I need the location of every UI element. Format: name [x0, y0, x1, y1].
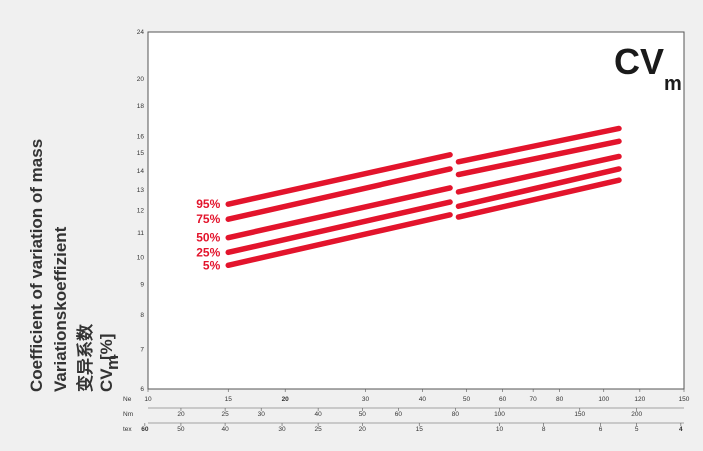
series-line: [225, 199, 453, 256]
x-tick-label: 25: [221, 411, 229, 418]
series-line: [455, 138, 622, 178]
x-tick-label: 15: [416, 426, 424, 433]
x-tick-label: 50: [359, 411, 367, 418]
x-tick-label: 80: [452, 411, 460, 418]
x-tick-label: 40: [315, 411, 323, 418]
y-label-line-1: Coefficient of variation of mass: [27, 139, 46, 392]
y-tick-label: 14: [137, 168, 145, 175]
x-tick-label: 5: [635, 426, 639, 433]
y-label-unit: [%]: [97, 334, 116, 360]
y-tick-label: 13: [137, 187, 145, 194]
x-scales: Ne 10 15 20 30 40 50 60 70 80 100 120 150 Nm 20 25 30 40 5…: [123, 388, 690, 433]
x-scale-name: tex: [123, 426, 132, 433]
x-tick-label: 8: [542, 426, 546, 433]
x-tick-label: 70: [530, 396, 538, 403]
x-tick-label: 50: [177, 426, 185, 433]
x-tick-label: 150: [679, 396, 690, 403]
chart-title: CV: [614, 41, 664, 82]
y-tick-labels: 6 7 8 9 10 11 12 13 14 15 16 18 20 24: [137, 29, 145, 393]
series-line: [225, 166, 453, 222]
y-label-cv: CV: [97, 368, 116, 392]
series-line: [455, 177, 622, 220]
y-label-line-3: 变异系数: [75, 323, 95, 392]
y-tick-label: 24: [137, 29, 145, 36]
x-tick-label: 60: [141, 426, 149, 433]
x-tick-label: 80: [556, 396, 564, 403]
y-tick-label: 8: [140, 312, 144, 319]
series-line: [455, 153, 622, 195]
y-tick-label: 11: [137, 230, 144, 237]
x-tick-label: 30: [362, 396, 370, 403]
series-line: [225, 212, 453, 269]
chart-title-subscript: m: [664, 73, 682, 95]
x-tick-label: 150: [574, 411, 585, 418]
x-tick-label: 60: [499, 396, 507, 403]
x-scale-name: Ne: [123, 396, 132, 403]
series-line: [225, 152, 453, 207]
y-tick-label: 9: [140, 282, 144, 289]
x-tick-label: 6: [599, 426, 603, 433]
y-tick-label: 16: [137, 133, 145, 140]
series-label: 75%: [196, 212, 220, 226]
series-label: 50%: [196, 231, 220, 245]
y-tick-label: 7: [140, 346, 144, 353]
x-scale-name: Nm: [123, 411, 133, 418]
series-label: 25%: [196, 245, 220, 259]
y-tick-label: 18: [137, 103, 145, 110]
y-tick-label: 6: [140, 386, 144, 393]
x-tick-label: 20: [177, 411, 185, 418]
y-tick-label: 12: [137, 208, 145, 215]
y-tick-label: 10: [137, 254, 145, 261]
series-line: [455, 125, 622, 165]
x-tick-label: 25: [315, 426, 323, 433]
y-tick-label: 20: [137, 76, 145, 83]
x-tick-label: 30: [278, 426, 286, 433]
x-tick-label: 30: [258, 411, 266, 418]
x-tick-label: 40: [221, 426, 229, 433]
x-tick-label: 4: [679, 426, 683, 433]
y-label-cv-subscript: m: [103, 355, 122, 370]
x-tick-label: 200: [631, 411, 642, 418]
x-tick-label: 20: [359, 426, 367, 433]
series-label: 5%: [203, 258, 221, 272]
x-tick-label: 120: [634, 396, 645, 403]
x-tick-label: 15: [225, 396, 233, 403]
series-line: [455, 166, 622, 209]
y-tick-label: 15: [137, 150, 145, 157]
series-label: 95%: [196, 197, 220, 211]
series: [225, 125, 622, 269]
x-tick-label: 60: [395, 411, 403, 418]
y-label-line-2: Variationskoeffizient: [51, 226, 70, 392]
x-tick-label: 10: [496, 426, 504, 433]
y-axis-label: Coefficient of variation of mass Variati…: [27, 139, 122, 392]
x-tick-label: 10: [144, 396, 152, 403]
x-tick-label: 100: [494, 411, 505, 418]
x-tick-label: 100: [598, 396, 609, 403]
x-tick-label: 50: [463, 396, 471, 403]
x-tick-label: 40: [419, 396, 427, 403]
series-labels: 95%75% 50%25%5%: [196, 197, 220, 272]
series-line: [225, 185, 453, 241]
x-tick-label: 20: [282, 396, 290, 403]
